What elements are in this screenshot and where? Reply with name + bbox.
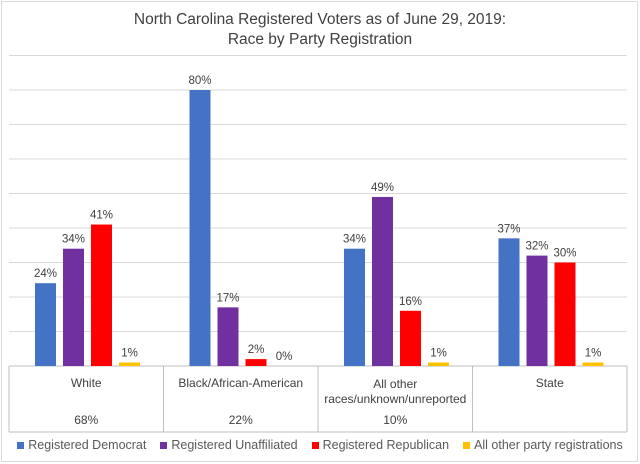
data-label: 17% — [216, 292, 239, 304]
chart-title-line2: Race by Party Registration — [227, 31, 413, 48]
legend-label: Registered Unaffiliated — [171, 438, 298, 452]
data-label: 37% — [497, 223, 520, 235]
bar — [35, 283, 56, 366]
legend-label: Registered Republican — [322, 438, 450, 452]
data-label: 1% — [121, 348, 138, 360]
data-label: 32% — [525, 241, 548, 253]
legend-swatch — [311, 441, 319, 449]
legend-item: Registered Unaffiliated — [160, 438, 298, 452]
data-label: 34% — [62, 234, 85, 246]
legend-item: Registered Republican — [311, 438, 450, 452]
legend-swatch — [160, 441, 168, 449]
bar — [400, 310, 421, 366]
bar — [119, 362, 140, 366]
legend-swatch — [463, 441, 471, 449]
chart-title-line1: North Carolina Registered Voters as of J… — [133, 11, 507, 28]
category-label: races/unknown/unreported — [324, 392, 466, 406]
bar — [217, 307, 239, 366]
data-label: 1% — [430, 348, 447, 360]
category-label: State — [536, 376, 564, 390]
bar — [91, 224, 112, 366]
bar — [526, 255, 548, 366]
data-label: 41% — [90, 210, 113, 222]
bar — [428, 362, 449, 366]
legend-label: All other party registrations — [474, 438, 623, 452]
data-label: 16% — [399, 296, 422, 308]
data-label: 0% — [276, 351, 293, 363]
category-share-label: 68% — [74, 413, 98, 427]
bar — [245, 359, 267, 366]
bar — [63, 248, 84, 366]
bar — [372, 196, 393, 366]
category-label: Black/African-American — [178, 376, 303, 390]
data-label: 24% — [34, 268, 57, 280]
data-label: 2% — [248, 344, 265, 356]
data-label: 30% — [553, 248, 576, 260]
category-label: All other — [373, 377, 417, 391]
category-share-label: 10% — [383, 413, 407, 427]
data-label: 49% — [371, 182, 394, 194]
bar — [344, 248, 365, 366]
bar — [582, 362, 604, 366]
data-label: 34% — [343, 234, 366, 246]
bar — [554, 262, 576, 366]
data-label: 1% — [585, 348, 602, 360]
legend-label: Registered Democrat — [28, 438, 147, 452]
bar — [498, 238, 520, 366]
chart-legend: Registered Democrat Registered Unaffiliat… — [0, 438, 640, 452]
data-label: 80% — [188, 75, 211, 87]
category-label: White — [71, 376, 102, 390]
legend-item: Registered Democrat — [17, 438, 146, 452]
category-share-label: 22% — [229, 413, 253, 427]
bar — [189, 90, 211, 366]
legend-swatch — [17, 441, 25, 449]
legend-item: All other party registrations — [463, 438, 623, 452]
